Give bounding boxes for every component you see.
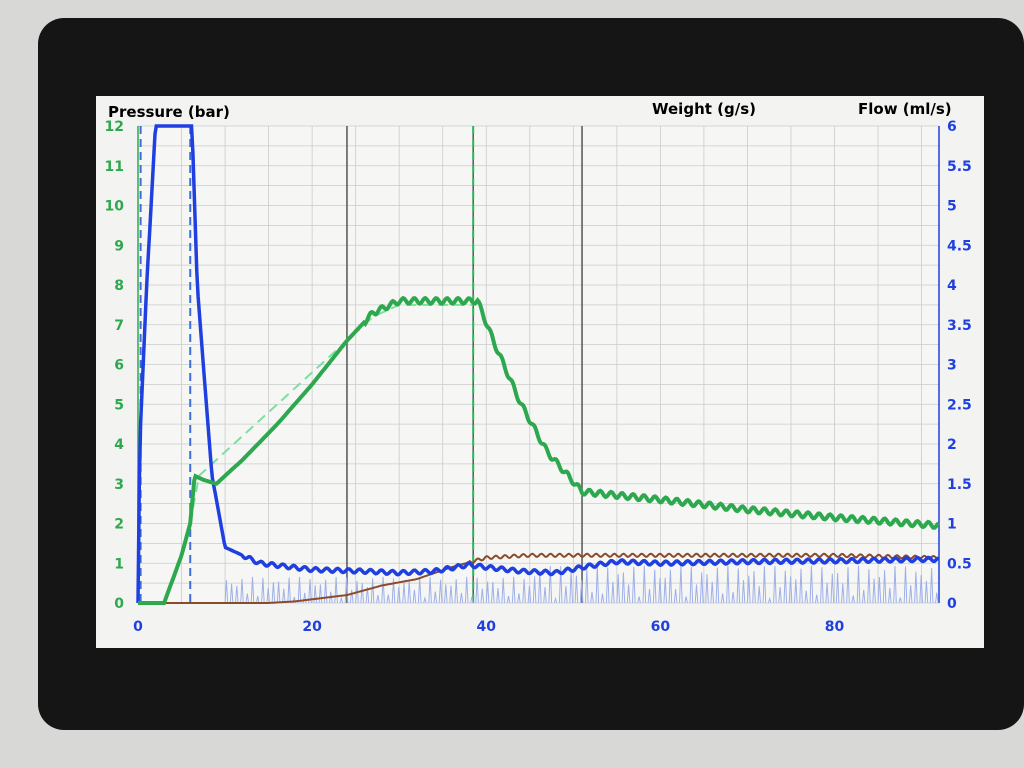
- pressure-axis-label: Pressure (bar): [108, 103, 230, 121]
- left-tick-label: 0: [114, 596, 124, 612]
- x-tick-label: 80: [825, 619, 845, 635]
- left-tick-label: 6: [114, 358, 124, 374]
- x-tick-label: 20: [302, 619, 322, 635]
- chart-screen: 0 1 2 3 4 5 6 7 8 9 10 11 12 0 0.5 1 1.5 2 2.5 3 3.5 4 4.5 5 5.5…: [96, 96, 984, 648]
- right-tick-label: 0: [947, 596, 957, 612]
- left-tick-label: 4: [114, 437, 124, 453]
- right-tick-label: 3.5: [947, 318, 972, 334]
- left-tick-label: 1: [114, 556, 124, 572]
- x-tick-label: 0: [133, 619, 143, 635]
- right-tick-label: 2: [947, 437, 957, 453]
- right-tick-label: 0.5: [947, 556, 972, 572]
- right-tick-label: 5: [947, 199, 957, 215]
- right-tick-label: 2.5: [947, 397, 972, 413]
- weight-axis-label: Weight (g/s): [652, 100, 756, 118]
- pressure-target-line: [189, 303, 474, 524]
- left-tick-label: 7: [114, 318, 124, 334]
- left-tick-label: 10: [105, 199, 125, 215]
- right-tick-label: 1.5: [947, 477, 972, 493]
- flow-line: [136, 124, 940, 604]
- left-tick-label: 2: [114, 517, 124, 533]
- x-tick-label: 40: [477, 619, 497, 635]
- right-tick-label: 4.5: [947, 238, 972, 254]
- right-tick-label: 3: [947, 358, 957, 374]
- left-tick-label: 5: [114, 397, 124, 413]
- left-tick-label: 3: [114, 477, 124, 493]
- left-tick-label: 8: [114, 278, 124, 294]
- raw-flow-trace: [224, 565, 939, 604]
- left-tick-label: 12: [105, 119, 124, 135]
- pressure-line: [138, 295, 941, 605]
- flow-axis-label: Flow (ml/s): [858, 100, 952, 118]
- left-tick-label: 11: [105, 159, 124, 175]
- x-tick-label: 60: [651, 619, 671, 635]
- right-tick-label: 6: [947, 119, 957, 135]
- shot-chart: 012345678910111200.511.522.533.544.555.5…: [105, 119, 972, 635]
- right-tick-label: 5.5: [947, 159, 972, 175]
- right-tick-label: 4: [947, 278, 957, 294]
- left-tick-label: 9: [114, 238, 124, 254]
- weight-line: [138, 552, 939, 604]
- right-tick-label: 1: [947, 517, 957, 533]
